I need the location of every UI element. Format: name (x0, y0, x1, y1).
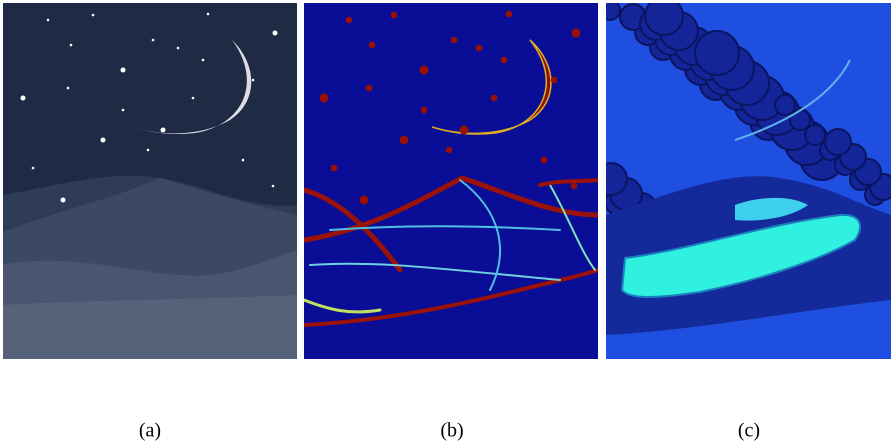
star (161, 128, 166, 133)
star (21, 96, 26, 101)
star (121, 68, 126, 73)
star (252, 79, 255, 82)
texture-blob (825, 129, 851, 155)
star (202, 59, 205, 62)
star (572, 29, 581, 38)
panel-c-image (595, 0, 891, 359)
star (360, 196, 369, 205)
star (346, 17, 353, 24)
star (391, 12, 398, 19)
star (272, 185, 275, 188)
star (152, 39, 155, 42)
star (92, 14, 95, 17)
caption: (b) (440, 420, 463, 442)
star (192, 97, 195, 100)
star (501, 57, 508, 64)
star (369, 42, 376, 49)
texture-blob (595, 163, 627, 195)
star (551, 77, 558, 84)
texture-blob (645, 0, 683, 35)
star (147, 149, 150, 152)
star (476, 45, 483, 52)
star (400, 136, 409, 145)
star (571, 183, 578, 190)
star (451, 37, 458, 44)
star (273, 31, 278, 36)
star (320, 94, 329, 103)
star (331, 165, 338, 172)
star (460, 126, 469, 135)
star (421, 107, 428, 114)
star (122, 109, 125, 112)
texture-blob (775, 95, 795, 115)
star (61, 198, 66, 203)
star (541, 157, 548, 164)
texture-blob (805, 125, 825, 145)
star (70, 44, 73, 47)
star (446, 147, 453, 154)
texture-blob (790, 110, 810, 130)
panel-a-image (3, 3, 297, 359)
star (177, 47, 180, 50)
star (32, 167, 35, 170)
panel-b-image (304, 3, 598, 359)
texture-blob (600, 0, 620, 20)
figure-canvas: (a) (b) (c) (0, 0, 891, 448)
star (47, 19, 50, 22)
star (506, 11, 513, 18)
front-hill (3, 295, 297, 359)
star (242, 159, 245, 162)
star (67, 87, 70, 90)
caption: (a) (139, 420, 161, 442)
star (420, 66, 429, 75)
texture-blob (695, 31, 739, 75)
star (366, 85, 373, 92)
figure: (a) (b) (c) (0, 0, 891, 448)
star (207, 13, 210, 16)
caption: (c) (738, 420, 760, 442)
star (101, 138, 106, 143)
star (491, 95, 498, 102)
